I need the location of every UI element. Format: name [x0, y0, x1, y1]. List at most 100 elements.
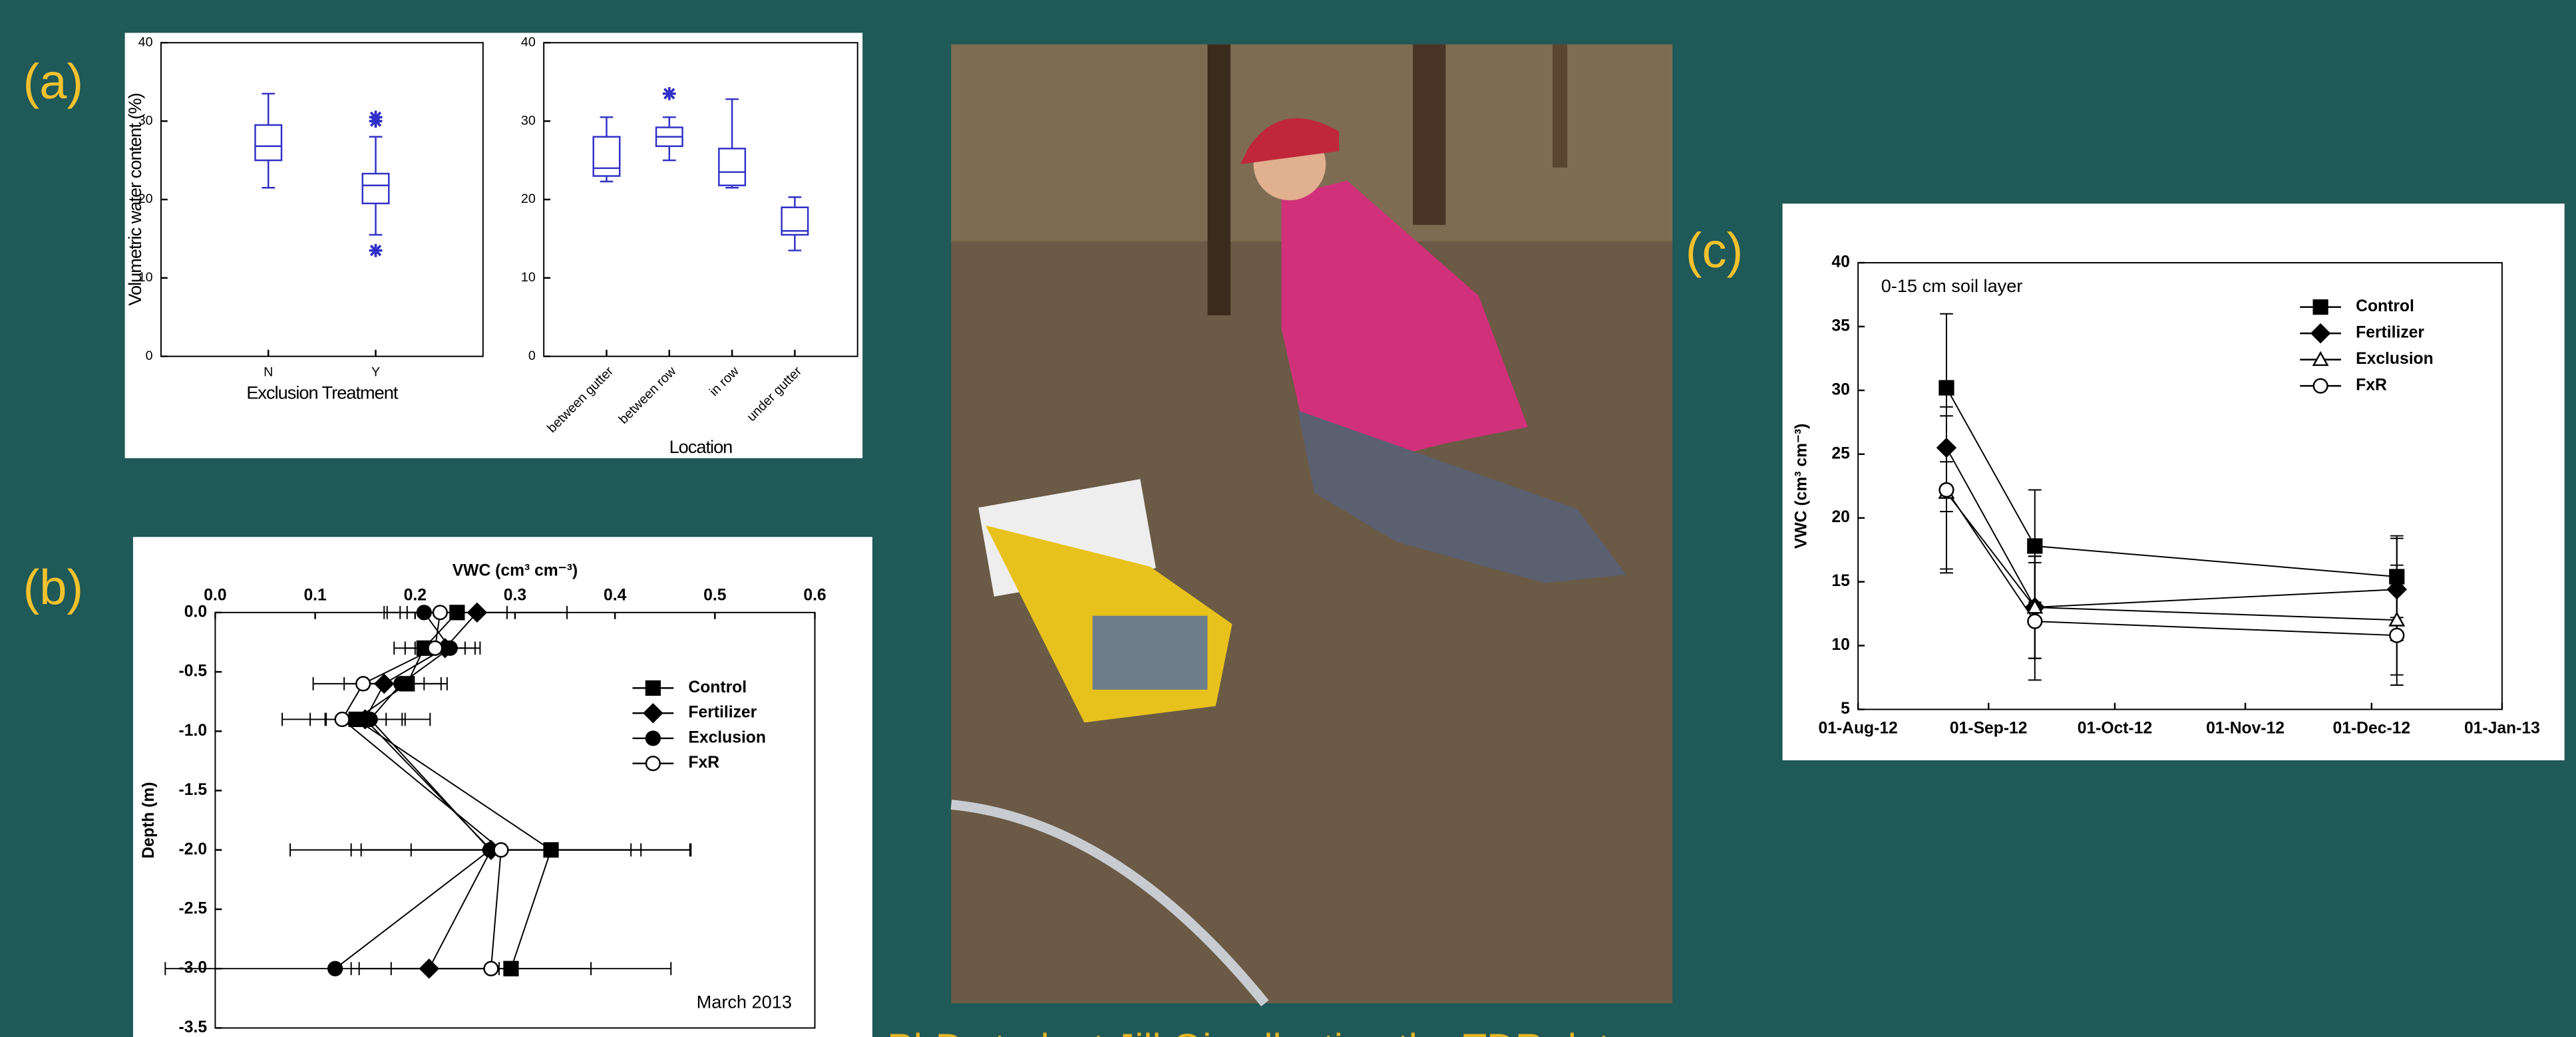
- legend-label: Control: [2356, 297, 2414, 315]
- marker: [645, 680, 661, 696]
- y-tick-label: 25: [1831, 444, 1850, 462]
- marker: [362, 711, 378, 728]
- photo: [950, 44, 1673, 1007]
- marker: [2027, 613, 2043, 629]
- x-tick-label: 0.6: [803, 587, 826, 605]
- y-tick-label: -0.5: [179, 663, 208, 680]
- marker: [2388, 611, 2406, 627]
- box: [592, 136, 621, 177]
- y-tick-label: 0.0: [184, 603, 207, 621]
- y-axis-label: VWC (cm³ cm⁻³): [1793, 424, 1811, 549]
- x-axis-label: VWC (cm³ cm⁻³): [453, 562, 578, 580]
- x-tick-label: 01-Oct-12: [2078, 720, 2152, 738]
- marker: [1936, 437, 1957, 458]
- marker: [416, 605, 432, 621]
- marker: [1938, 380, 1954, 396]
- marker: [432, 605, 448, 621]
- y-tick-label: 30: [521, 113, 536, 128]
- marker: [2027, 538, 2043, 554]
- y-tick-label: 5: [1841, 700, 1850, 718]
- marker: [503, 961, 519, 976]
- x-tick-label: 01-Sep-12: [1950, 720, 2028, 738]
- outlier: [369, 243, 383, 257]
- photo-tree: [1413, 44, 1446, 225]
- marker: [334, 711, 350, 728]
- marker: [2389, 627, 2405, 643]
- x-tick-label: 0.0: [204, 587, 226, 605]
- photo-screen: [1092, 615, 1208, 690]
- panel-label: (b): [23, 559, 84, 615]
- y-tick-label: -1.0: [179, 722, 208, 740]
- photo-jacket: [1281, 180, 1528, 476]
- marker: [393, 676, 409, 692]
- annotation: 0-15 cm soil layer: [1881, 275, 2023, 296]
- photo-legs: [1298, 410, 1627, 583]
- panel-b: [132, 537, 872, 1037]
- legend-label: FxR: [2356, 376, 2387, 394]
- legend-label: Exclusion: [688, 728, 766, 746]
- marker: [493, 842, 509, 858]
- photo-post: [1552, 44, 1568, 168]
- x-tick-label: 0.2: [404, 587, 427, 605]
- marker: [449, 605, 465, 621]
- y-tick-label: 10: [138, 270, 153, 285]
- panel-a: [124, 33, 863, 458]
- marker: [419, 958, 440, 979]
- legend-label: FxR: [688, 754, 719, 772]
- marker: [1938, 482, 1954, 498]
- y-tick-label: -1.5: [179, 781, 208, 799]
- box: [781, 206, 809, 236]
- x-tick-label: 0.5: [703, 587, 727, 605]
- marker: [2386, 579, 2407, 600]
- x-axis-label: Exclusion Treatment: [246, 382, 399, 403]
- panel-label: (a): [23, 54, 84, 109]
- marker: [427, 640, 443, 656]
- marker: [442, 640, 458, 656]
- marker: [645, 730, 661, 746]
- legend-label: Exclusion: [2356, 350, 2434, 368]
- x-axis-label: Location: [669, 436, 733, 457]
- photo-cap: [1240, 118, 1340, 164]
- y-tick-label: 30: [1831, 380, 1849, 398]
- y-tick-label: -3.5: [179, 1018, 208, 1036]
- x-tick-label: 01-Jan-13: [2464, 720, 2540, 738]
- y-tick-label: 15: [1831, 572, 1850, 590]
- outlier: [662, 86, 676, 100]
- panel-c: [1782, 204, 2565, 761]
- y-axis-label: Depth (m): [140, 782, 158, 859]
- y-tick-label: 0: [146, 349, 153, 363]
- marker: [2312, 378, 2328, 394]
- x-tick-label: 01-Aug-12: [1819, 720, 1898, 738]
- x-tick-label: 0.4: [604, 587, 627, 605]
- y-tick-label: -2.5: [179, 899, 208, 917]
- marker: [2310, 323, 2331, 344]
- y-tick-label: 10: [1831, 636, 1849, 654]
- marker: [2312, 351, 2329, 367]
- y-tick-label: 20: [138, 192, 153, 206]
- annotation: March 2013: [697, 992, 792, 1012]
- y-tick-label: 20: [521, 192, 536, 206]
- marker: [327, 961, 343, 976]
- x-tick-label: Y: [371, 365, 380, 380]
- marker: [543, 842, 559, 858]
- y-tick-label: 0: [528, 349, 536, 363]
- y-tick-label: 30: [138, 113, 153, 128]
- marker: [355, 676, 371, 692]
- marker: [466, 602, 488, 623]
- box: [361, 172, 390, 205]
- x-tick-label: 01-Dec-12: [2333, 720, 2411, 738]
- box: [254, 124, 283, 162]
- legend-label: Fertilizer: [2356, 324, 2424, 342]
- x-tick-label: 0.3: [504, 587, 526, 605]
- photo-hoop: [950, 800, 1269, 1007]
- y-axis-label: Volumetric water content (%): [124, 93, 145, 305]
- y-tick-label: 40: [521, 35, 536, 49]
- y-tick-label: 35: [1831, 317, 1850, 335]
- y-tick-label: -2.0: [179, 840, 208, 858]
- y-tick-label: 40: [138, 35, 153, 49]
- x-tick-label: 01-Nov-12: [2206, 720, 2285, 738]
- legend-label: Control: [688, 678, 747, 696]
- photo-post: [1207, 44, 1231, 315]
- plot-frame: [1857, 262, 2503, 710]
- marker: [645, 756, 661, 772]
